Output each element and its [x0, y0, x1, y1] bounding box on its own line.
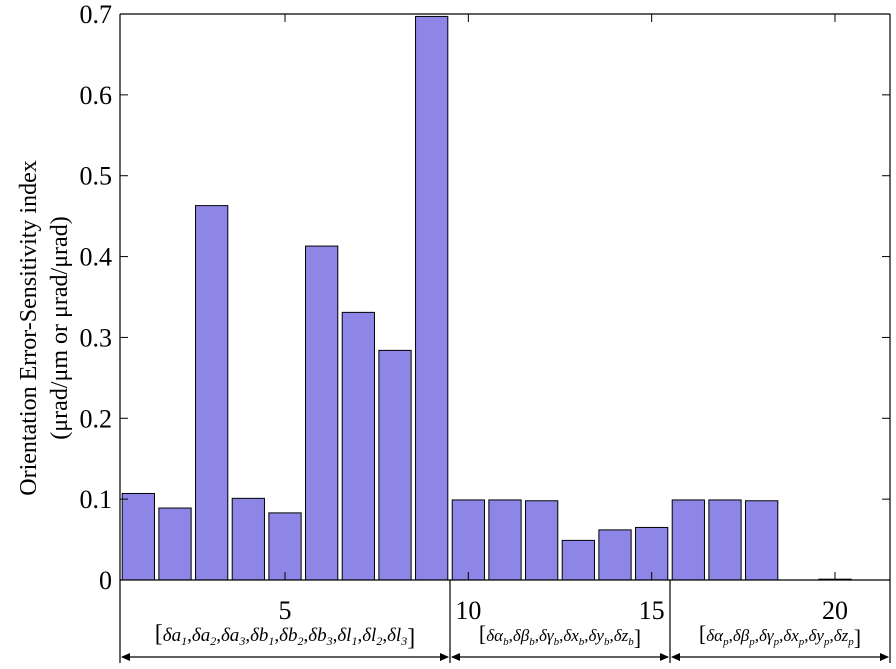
- y-tick-label: 0.3: [80, 323, 113, 352]
- y-tick-label: 0.5: [80, 162, 113, 191]
- x-tick-label: 15: [639, 596, 665, 625]
- y-tick-label: 0.7: [80, 0, 113, 29]
- arrow-head: [451, 653, 460, 661]
- bar: [745, 500, 779, 581]
- bar: [598, 529, 632, 581]
- bar: [121, 492, 155, 581]
- axes-layer: 0 0.1 0.2 0.3 0.4 0.5 0.6 0.7 5 10 15 20: [80, 0, 891, 625]
- bar: [305, 245, 339, 581]
- y-tick-label: 0.1: [80, 485, 113, 514]
- arrow-head: [880, 653, 889, 661]
- bar: [415, 15, 449, 581]
- x-tick-label: 5: [279, 596, 292, 625]
- y-tick-label: 0.2: [80, 404, 113, 433]
- y-axis-label-line2: (μrad/μm or μrad/μrad): [47, 216, 73, 439]
- bar: [671, 499, 705, 581]
- bar: [488, 499, 522, 581]
- bar: [268, 512, 302, 581]
- bar: [525, 500, 559, 581]
- group-parameter-label: [δαb,δβb,δγb,δxb,δyb,δzb]: [479, 621, 641, 650]
- bar: [378, 349, 412, 581]
- y-tick-label: 0.4: [80, 243, 113, 272]
- y-axis-label-line1: Orientation Error-Sensitivity index: [16, 160, 42, 495]
- arrow-head: [121, 653, 130, 661]
- x-tick-label: 10: [455, 596, 481, 625]
- group-parameter-label: [δa1,δa2,δa3,δb1,δb2,δb3,δl1,δl2,δl3]: [155, 621, 415, 651]
- y-tick-label: 0: [99, 566, 112, 595]
- bar: [561, 539, 595, 581]
- arrow-head: [671, 653, 680, 661]
- bar: [635, 526, 669, 581]
- group-parameter-label: [δαp,δβp,δγp,δxp,δyp,δzp]: [699, 621, 861, 650]
- bar: [451, 499, 485, 581]
- groups-layer: [δa1,δa2,δa3,δb1,δb2,δb3,δl1,δl2,δl3] [δα…: [119, 580, 891, 663]
- bar: [158, 507, 192, 581]
- arrow-head: [660, 653, 669, 661]
- bar: [195, 205, 229, 581]
- bar: [708, 499, 742, 581]
- bars-layer: [121, 15, 852, 581]
- bar: [341, 311, 375, 581]
- arrow-head: [440, 653, 449, 661]
- x-tick-label: 20: [822, 596, 848, 625]
- bar: [231, 497, 265, 581]
- y-tick-label: 0.6: [80, 81, 113, 110]
